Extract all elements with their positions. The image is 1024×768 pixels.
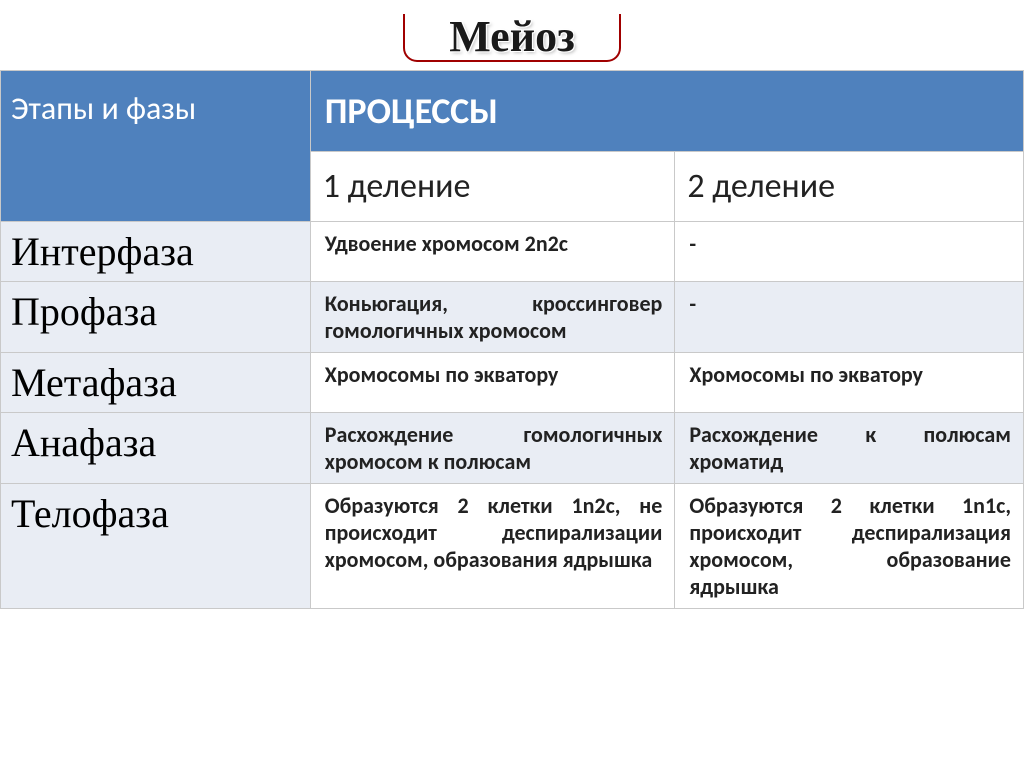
phase-label: Анафаза bbox=[11, 420, 156, 465]
cell-d1: Коньюгация, кроссинговер гомологичных хр… bbox=[310, 282, 675, 353]
phase-label: Профаза bbox=[11, 289, 157, 334]
phase-label: Интерфаза bbox=[11, 229, 194, 274]
table-row: Профаза Коньюгация, кроссинговер гомолог… bbox=[1, 282, 1024, 353]
cell-d1: Удвоение хромосом 2n2c bbox=[310, 222, 675, 282]
cell-d2: Образуются 2 клетки 1n1c, происходит дес… bbox=[675, 484, 1024, 609]
subheader-division1: 1 деление bbox=[310, 152, 675, 222]
meiosis-table: Этапы и фазы ПРОЦЕССЫ 1 деление 2 делени… bbox=[0, 70, 1024, 609]
phase-label: Телофаза bbox=[11, 491, 169, 536]
cell-d2: - bbox=[675, 222, 1024, 282]
cell-d2: - bbox=[675, 282, 1024, 353]
cell-d1: Хромосомы по экватору bbox=[310, 353, 675, 413]
table-row: Анафаза Расхождение гомологичных хромосо… bbox=[1, 413, 1024, 484]
cell-d1: Образуются 2 клетки 1n2c, не происходит … bbox=[310, 484, 675, 609]
header-processes: ПРОЦЕССЫ bbox=[310, 71, 1023, 152]
cell-d2: Хромосомы по экватору bbox=[675, 353, 1024, 413]
cell-d2: Расхождение к полюсам хроматид bbox=[675, 413, 1024, 484]
header-phases: Этапы и фазы bbox=[1, 71, 311, 222]
page-title: Мейоз bbox=[403, 14, 621, 62]
table-row: Телофаза Образуются 2 клетки 1n2c, не пр… bbox=[1, 484, 1024, 609]
header-row: Этапы и фазы ПРОЦЕССЫ bbox=[1, 71, 1024, 152]
subheader-division2: 2 деление bbox=[675, 152, 1024, 222]
table-row: Интерфаза Удвоение хромосом 2n2c - bbox=[1, 222, 1024, 282]
table-row: Метафаза Хромосомы по экватору Хромосомы… bbox=[1, 353, 1024, 413]
title-container: Мейоз bbox=[0, 0, 1024, 70]
cell-d1: Расхождение гомологичных хромосом к полю… bbox=[310, 413, 675, 484]
phase-label: Метафаза bbox=[11, 360, 177, 405]
